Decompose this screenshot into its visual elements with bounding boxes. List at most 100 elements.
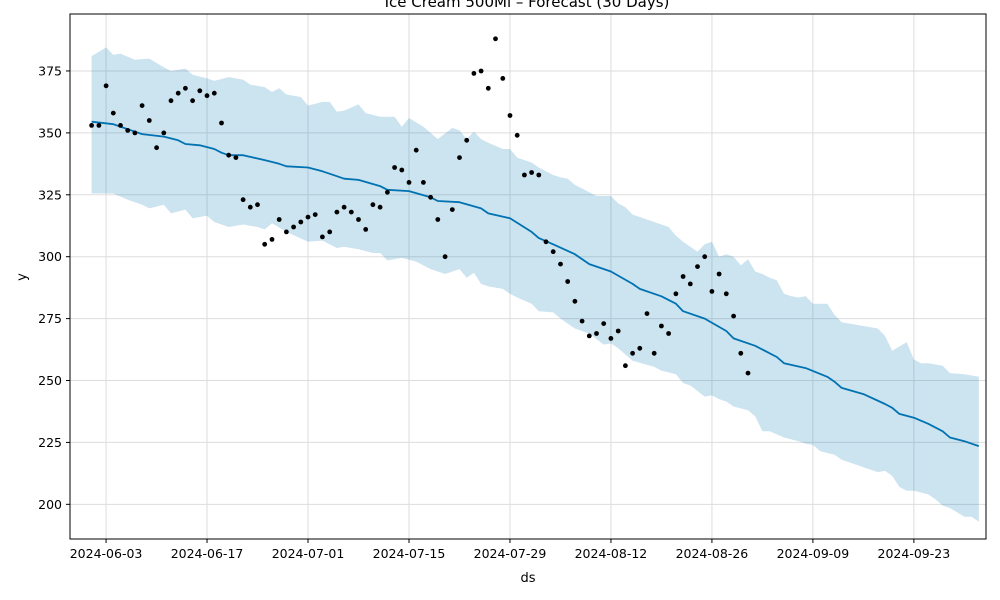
actual-point <box>154 145 160 151</box>
y-tick-label: 300 <box>38 249 62 264</box>
actual-point <box>449 207 455 213</box>
x-tick-label: 2024-09-23 <box>878 546 951 561</box>
y-axis-ticks: 200 225 250 275 300 325 350 375 <box>38 63 70 512</box>
x-tick-label: 2024-07-01 <box>272 546 345 561</box>
x-tick-label: 2024-08-12 <box>575 546 648 561</box>
actual-point <box>183 85 188 91</box>
actual-point <box>413 147 419 153</box>
actual-point <box>204 93 210 99</box>
actual-point <box>269 237 275 242</box>
actual-point <box>175 90 181 96</box>
actual-point <box>529 170 534 175</box>
actual-point <box>233 155 239 161</box>
actual-point <box>514 132 520 138</box>
actual-point <box>291 224 296 230</box>
actual-point <box>197 88 203 94</box>
actual-point <box>478 68 484 74</box>
x-tick-label: 2024-09-09 <box>777 546 850 561</box>
actual-point <box>493 36 498 42</box>
actual-points-layer <box>89 36 751 376</box>
actual-point <box>572 298 578 304</box>
grid-lines <box>70 14 986 539</box>
actual-point <box>161 130 167 136</box>
actual-point <box>255 202 260 208</box>
actual-point <box>442 254 448 260</box>
y-tick-label: 225 <box>38 435 62 450</box>
actual-point <box>89 123 94 128</box>
actual-point <box>327 229 333 235</box>
actual-point <box>262 241 268 247</box>
x-axis-ticks: 2024-06-03 2024-06-17 2024-07-01 2024-07-15… <box>70 539 950 561</box>
actual-point <box>190 98 196 104</box>
actual-point <box>536 172 542 178</box>
y-tick-label: 350 <box>38 125 62 140</box>
actual-point <box>219 120 224 126</box>
actual-point <box>298 219 304 225</box>
actual-point <box>680 274 686 279</box>
actual-point <box>745 370 751 376</box>
actual-point <box>457 155 462 161</box>
actual-point <box>623 363 628 369</box>
chart-title: Ice Cream 500Ml – Forecast (30 Days) <box>385 0 670 11</box>
actual-point <box>507 113 513 118</box>
actual-point <box>565 279 571 284</box>
actual-point <box>687 281 693 287</box>
actual-point <box>630 350 635 356</box>
uncertainty-band-layer <box>91 47 979 522</box>
actual-point <box>168 98 174 104</box>
actual-point <box>731 313 736 319</box>
actual-point <box>320 234 325 240</box>
actual-point <box>428 194 433 200</box>
actual-point <box>464 137 470 143</box>
actual-point <box>644 311 650 316</box>
actual-point <box>399 167 405 173</box>
actual-point <box>247 204 253 210</box>
actual-point <box>406 180 412 185</box>
actual-point <box>356 217 361 222</box>
actual-point <box>435 217 441 222</box>
y-tick-label: 375 <box>38 63 62 78</box>
actual-point <box>586 333 592 339</box>
actual-point <box>695 264 700 269</box>
x-axis-label: ds <box>520 571 535 586</box>
actual-point <box>651 350 657 356</box>
x-tick-label: 2024-07-15 <box>373 546 446 561</box>
y-tick-label: 275 <box>38 311 62 326</box>
x-tick-label: 2024-08-26 <box>676 546 749 561</box>
x-tick-label: 2024-06-17 <box>171 546 244 561</box>
actual-point <box>305 214 311 220</box>
actual-point <box>276 217 282 222</box>
actual-point <box>485 85 491 91</box>
actual-point <box>226 152 232 158</box>
actual-point <box>723 291 729 297</box>
actual-point <box>370 202 376 208</box>
actual-point <box>118 123 123 128</box>
actual-point <box>103 83 109 89</box>
actual-point <box>211 90 217 96</box>
actual-point <box>659 323 664 329</box>
actual-point <box>579 318 585 324</box>
actual-point <box>385 189 390 195</box>
actual-point <box>709 289 715 294</box>
actual-point <box>500 76 506 81</box>
actual-point <box>341 204 347 210</box>
actual-point <box>608 336 614 341</box>
actual-point <box>673 291 679 297</box>
actual-point <box>543 239 549 245</box>
actual-point <box>421 180 426 185</box>
y-tick-label: 325 <box>38 187 62 202</box>
x-tick-label: 2024-06-03 <box>70 546 143 561</box>
plot-frame <box>69 13 987 540</box>
actual-point <box>666 331 671 336</box>
actual-point <box>125 127 131 133</box>
actual-point <box>132 130 138 136</box>
y-tick-label: 250 <box>38 373 62 388</box>
actual-point <box>348 209 354 215</box>
actual-point <box>615 328 621 334</box>
actual-point <box>363 227 369 232</box>
x-tick-label: 2024-07-29 <box>474 546 547 561</box>
actual-point <box>139 103 145 108</box>
actual-point <box>312 212 318 218</box>
y-axis-label: y <box>15 273 30 281</box>
